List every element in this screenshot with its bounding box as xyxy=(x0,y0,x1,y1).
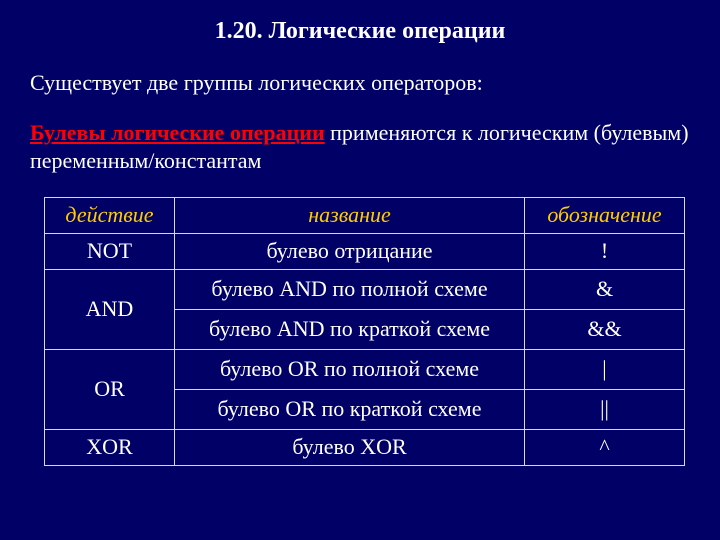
cell-symbol: & xyxy=(525,270,685,310)
cell-name: булево OR по краткой схеме xyxy=(175,390,525,430)
cell-name: булево OR по полной схеме xyxy=(175,350,525,390)
cell-symbol: ^ xyxy=(525,430,685,466)
boolean-ops-label: Булевы логические операции xyxy=(30,120,325,145)
cell-name: булево отрицание xyxy=(175,234,525,270)
table-header-row: действие название обозначение xyxy=(45,198,685,234)
slide-title: 1.20. Логические операции xyxy=(30,18,690,45)
slide: 1.20. Логические операции Существует две… xyxy=(0,0,720,540)
operations-table: действие название обозначение NOT булево… xyxy=(44,197,685,466)
boolean-paragraph: Булевы логические операции применяются к… xyxy=(30,119,690,175)
cell-action: OR xyxy=(45,350,175,430)
cell-action: NOT xyxy=(45,234,175,270)
intro-paragraph: Существует две группы логических операто… xyxy=(30,69,690,97)
cell-symbol: || xyxy=(525,390,685,430)
cell-symbol: && xyxy=(525,310,685,350)
cell-symbol: | xyxy=(525,350,685,390)
col-name: название xyxy=(175,198,525,234)
table-row: AND булево AND по полной схеме & xyxy=(45,270,685,310)
cell-action: XOR xyxy=(45,430,175,466)
cell-name: булево XOR xyxy=(175,430,525,466)
col-symbol: обозначение xyxy=(525,198,685,234)
cell-name: булево AND по краткой схеме xyxy=(175,310,525,350)
cell-action: AND xyxy=(45,270,175,350)
table-row: NOT булево отрицание ! xyxy=(45,234,685,270)
table-row: XOR булево XOR ^ xyxy=(45,430,685,466)
col-action: действие xyxy=(45,198,175,234)
table-row: OR булево OR по полной схеме | xyxy=(45,350,685,390)
cell-name: булево AND по полной схеме xyxy=(175,270,525,310)
cell-symbol: ! xyxy=(525,234,685,270)
